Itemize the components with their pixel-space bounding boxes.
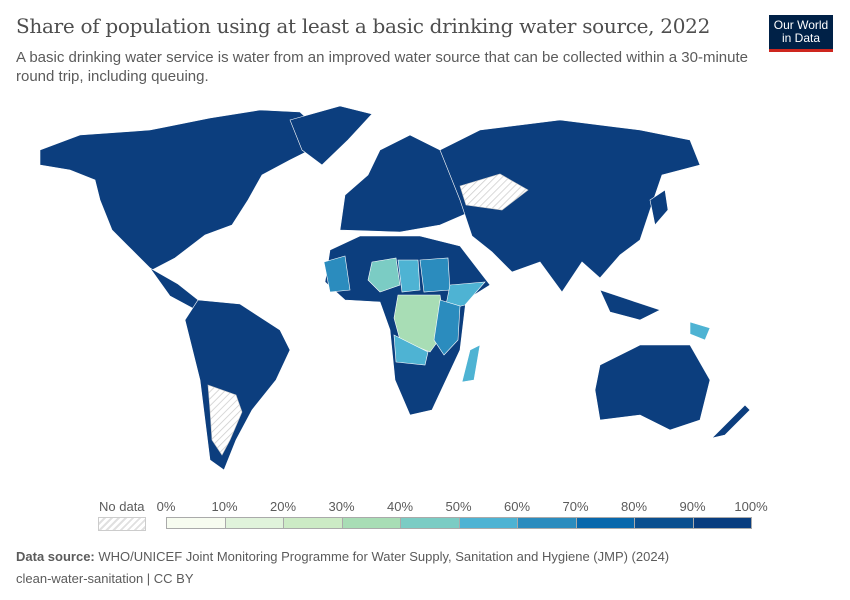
region-east-africa[interactable] [433, 299, 461, 356]
legend-bin-7[interactable] [575, 517, 635, 529]
legend-tick: 80% [620, 499, 648, 514]
legend-tick: 20% [269, 499, 297, 514]
source-text[interactable]: WHO/UNICEF Joint Monitoring Programme fo… [98, 549, 670, 564]
legend-no-data-swatch[interactable] [98, 517, 146, 531]
region-asia[interactable] [439, 119, 701, 293]
legend-bin-8[interactable] [634, 517, 694, 529]
region-horn-africa[interactable] [444, 281, 486, 311]
region-argentina-nodata[interactable] [207, 384, 243, 456]
legend-bin-4[interactable] [400, 517, 460, 529]
legend-bin-2[interactable] [283, 517, 343, 529]
region-central-africa[interactable] [393, 294, 447, 353]
footer: Data source: WHO/UNICEF Joint Monitoring… [16, 546, 669, 590]
region-sahel[interactable] [367, 257, 401, 293]
legend-tick: 100% [734, 499, 768, 514]
legend-bin-0[interactable] [166, 517, 226, 529]
region-southeast-asia[interactable] [599, 289, 661, 321]
owid-logo[interactable]: Our World in Data [769, 15, 833, 52]
legend-tick: 0% [156, 499, 176, 514]
region-north-america[interactable] [39, 109, 331, 271]
legend-tick: 50% [445, 499, 472, 514]
legend-tick: 30% [328, 499, 355, 514]
legend-tick: 60% [503, 499, 531, 514]
legend-tick: 90% [679, 499, 706, 514]
legend: No data 0% 10% 20% 30% 40% 50% 60% 70% 80% 90% 100… [0, 495, 850, 535]
legend-tick: 70% [562, 499, 589, 514]
region-new-zealand[interactable] [711, 404, 751, 439]
legend-bin-6[interactable] [517, 517, 577, 529]
region-south-america[interactable] [184, 299, 291, 471]
source-label: Data source: [16, 549, 95, 564]
region-sudan[interactable] [419, 257, 451, 293]
region-australia[interactable] [594, 344, 711, 431]
legend-no-data-label: No data [99, 499, 145, 514]
footer-slug: clean-water-sanitation | CC BY [16, 571, 194, 586]
legend-bin-9[interactable] [692, 517, 752, 529]
world-map[interactable] [0, 95, 850, 485]
legend-tick: 40% [386, 499, 414, 514]
chart-subtitle: A basic drinking water service is water … [16, 49, 749, 85]
region-papua-new-guinea[interactable] [689, 321, 711, 341]
region-chad[interactable] [397, 259, 421, 293]
legend-bin-1[interactable] [224, 517, 284, 529]
legend-bin-3[interactable] [341, 517, 401, 529]
legend-tick: 10% [211, 499, 238, 514]
region-kazakhstan-nodata[interactable] [459, 173, 529, 211]
region-madagascar[interactable] [461, 344, 481, 383]
legend-bin-5[interactable] [458, 517, 518, 529]
chart-title: Share of population using at least a bas… [16, 14, 710, 38]
region-west-africa[interactable] [323, 255, 351, 293]
region-japan[interactable] [649, 189, 669, 226]
region-central-america[interactable] [149, 267, 203, 311]
region-greenland[interactable] [289, 105, 373, 166]
region-angola[interactable] [393, 334, 429, 366]
